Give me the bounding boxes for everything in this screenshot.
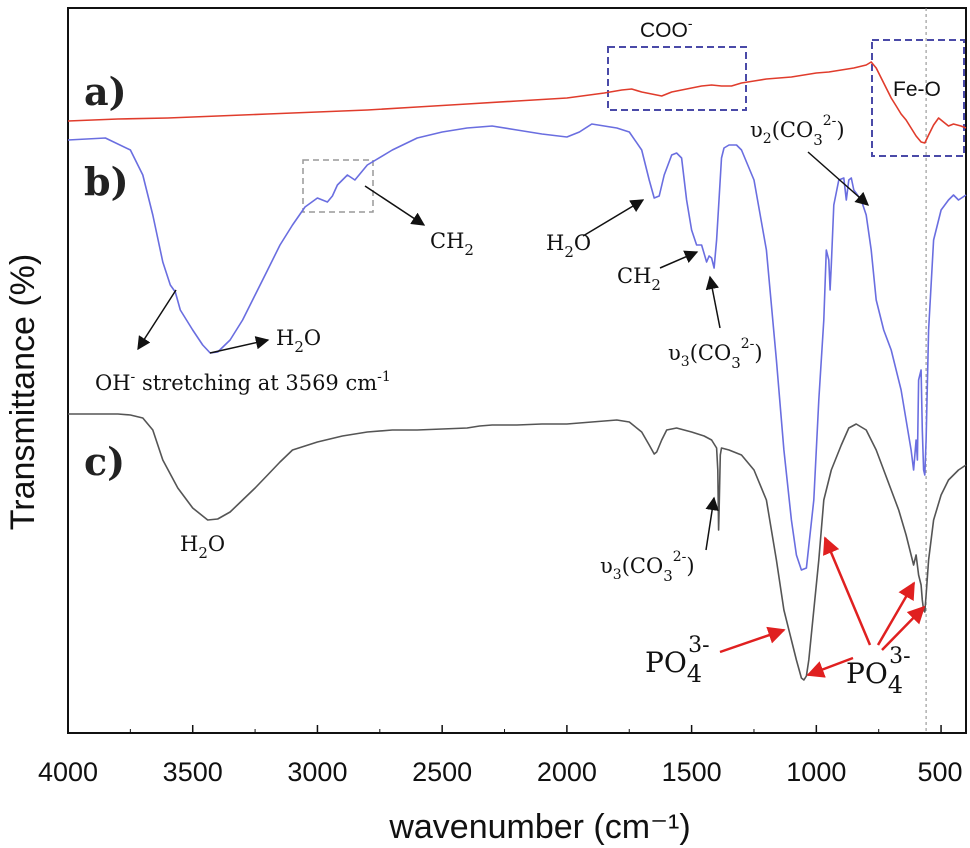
arrow-po4-left: [719, 626, 786, 654]
arrow-h2o-b-bottom: [209, 336, 270, 354]
ch2-highlight-box: [302, 159, 374, 213]
annotation-oh-stretching: OH- stretching at 3569 cm-1: [95, 369, 391, 395]
arrow-h2o-b-mid: [582, 199, 645, 237]
annotation-v2-co3: υ2(CO32-): [750, 113, 845, 149]
y-axis-title: Transmittance (%): [4, 254, 42, 530]
plot-frame: [67, 7, 967, 734]
x-tick-label: 1500: [662, 757, 722, 787]
fe-o-highlight-box: [871, 39, 965, 157]
curve-label-a: a): [84, 69, 127, 114]
x-tick-label: 2000: [537, 757, 597, 787]
annotation-po4-left: PO43-: [645, 633, 710, 688]
annotation-v3-co3-b: υ3(CO32-): [668, 336, 763, 372]
coo-highlight-box: [607, 46, 747, 111]
x-tick-label: 3500: [163, 757, 223, 787]
annotation-v3-co3-c: υ3(CO32-): [600, 549, 695, 585]
annotation-h2o-c: H2O: [180, 532, 225, 562]
x-tick-label: 4000: [38, 757, 98, 787]
series-line-b: [67, 123, 967, 571]
curve-label-b: b): [84, 159, 129, 204]
arrow-po4-right-1: [806, 656, 854, 678]
arrow-v3-co3-c: [705, 496, 719, 551]
x-tick-label: 1000: [786, 757, 846, 787]
annotation-ch2-mid: CH2: [617, 264, 661, 294]
annotation-ch2-top: CH2: [430, 229, 474, 259]
x-axis-ticks: 4000 3500 3000 2500 2000 1500 1000 500: [38, 725, 963, 787]
arrow-po4-right-2: [823, 536, 872, 646]
arrow-v3-co3-b: [705, 275, 721, 329]
series-layer: [67, 61, 967, 681]
annotation-coo: COO-: [640, 15, 693, 42]
series-line-a: [67, 61, 967, 144]
arrow-ch2-top: [364, 185, 426, 226]
curve-label-c: c): [84, 439, 125, 484]
watermark: 知乎 @科学指南针: [730, 817, 913, 842]
annotation-h2o-b-bottom: H2O: [276, 326, 321, 356]
arrow-ch2-mid: [659, 250, 699, 269]
x-axis-title: wavenumber (cm⁻¹): [388, 808, 690, 846]
arrow-po4-right-4: [881, 605, 926, 651]
annotation-h2o-b-mid: H2O: [546, 231, 591, 261]
arrow-oh-stretching: [137, 289, 177, 351]
series-line-c: [68, 413, 967, 681]
x-tick-label: 3000: [287, 757, 347, 787]
arrow-v2-co3: [807, 151, 870, 206]
annotation-po4-right: PO43-: [846, 644, 911, 699]
x-tick-label: 500: [917, 757, 962, 787]
x-tick-label: 2500: [412, 757, 472, 787]
annotation-fe-o: Fe-O: [893, 78, 941, 101]
arrow-po4-right-3: [876, 581, 916, 646]
